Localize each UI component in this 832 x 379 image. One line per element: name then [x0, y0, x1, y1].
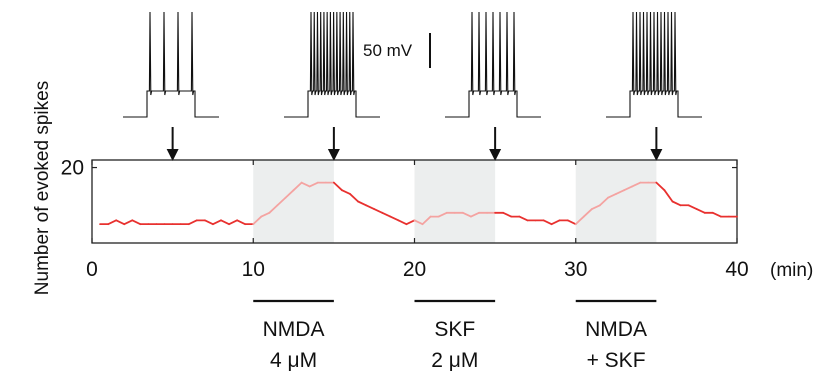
- data-line-segment: [590, 204, 601, 210]
- data-line-segment: [711, 211, 722, 218]
- data-line-segment: [292, 181, 303, 192]
- data-line-segment: [542, 219, 553, 226]
- arrow-head-icon: [489, 149, 502, 161]
- x-tick-label: 30: [564, 258, 587, 281]
- data-line-segment: [623, 185, 634, 192]
- y-tick-labels: 20: [61, 157, 84, 180]
- data-line-segment: [615, 189, 626, 195]
- data-line-segment: [550, 219, 561, 226]
- data-line-segment: [695, 208, 706, 214]
- data-line-segment: [228, 219, 239, 226]
- voltage-trace-3: [445, 11, 541, 118]
- data-line-segment: [252, 215, 263, 226]
- data-line-segment: [389, 215, 400, 222]
- x-axis-unit-label: (min): [770, 260, 813, 281]
- data-line-segment: [300, 181, 311, 188]
- data-line-segment: [365, 204, 376, 210]
- voltage-trace-insets: [123, 11, 702, 118]
- data-line-segment: [421, 215, 432, 226]
- data-line-segment: [187, 219, 198, 226]
- data-line-segment: [357, 200, 368, 207]
- data-line-segment: [470, 211, 480, 218]
- data-line-segment: [220, 219, 230, 226]
- y-tick-label: 20: [61, 157, 84, 180]
- treatment-label-line2: + SKF: [587, 349, 646, 372]
- data-line-segment: [405, 219, 416, 226]
- plot-area: [91, 159, 738, 244]
- arrows: [166, 127, 663, 161]
- data-line-segment: [349, 193, 359, 203]
- data-line-segment: [607, 193, 617, 199]
- arrow-head-icon: [166, 149, 179, 161]
- data-line-segment: [131, 219, 142, 226]
- data-line-segment: [203, 219, 214, 226]
- shaded-region-2: [575, 160, 657, 243]
- shaded-region-0: [253, 160, 334, 243]
- data-line-segment: [308, 181, 319, 188]
- data-line-segment: [655, 181, 666, 192]
- voltage-trace-1: [123, 11, 219, 118]
- shaded-region-1: [414, 160, 496, 243]
- x-tick-label: 40: [725, 258, 748, 281]
- data-line-segment: [566, 219, 577, 226]
- data-line-segment: [107, 219, 118, 226]
- data-line-segment: [502, 211, 513, 218]
- treatment-label-line2: 2 μM: [431, 349, 478, 372]
- data-line-segment: [260, 211, 271, 218]
- data-line-segment: [381, 211, 392, 218]
- x-tick-labels: 0 10 20 30 40: [86, 258, 749, 281]
- data-line-segment: [599, 196, 609, 207]
- data-line-segment: [413, 219, 424, 226]
- arrow-head-icon: [327, 149, 340, 161]
- x-tick-label: 10: [242, 258, 265, 281]
- x-tick-label: 20: [403, 258, 426, 281]
- arrow-head-icon: [650, 149, 663, 161]
- data-line-segment: [663, 189, 674, 203]
- scale-bar-label: 50 mV: [363, 41, 413, 60]
- y-axis-label: Number of evoked spikes: [32, 81, 53, 295]
- data-line-segment: [631, 181, 642, 188]
- data-line-segment: [373, 208, 384, 214]
- data-line-segment: [236, 219, 247, 226]
- data-line-segment: [276, 196, 287, 207]
- data-line-segment: [397, 219, 408, 226]
- voltage-trace-4: [606, 11, 702, 118]
- data-line-segment: [332, 181, 343, 192]
- treatment-label-line1: SKF: [434, 318, 475, 341]
- data-line-segment: [268, 204, 279, 214]
- data-line-segment: [341, 189, 351, 195]
- treatment-label-line1: NMDA: [263, 318, 325, 341]
- treatment-label-line2: 4 μM: [270, 349, 317, 372]
- data-line-segment: [437, 211, 448, 218]
- data-line-segment: [212, 219, 222, 226]
- data-line-segment: [582, 208, 593, 218]
- data-line-segment: [574, 215, 585, 226]
- data-line-segment: [284, 189, 295, 199]
- data-line-segment: [671, 200, 682, 207]
- data-line-segment: [461, 211, 472, 218]
- scale-bar: 50 mV: [363, 33, 431, 68]
- data-line-segment: [115, 219, 126, 226]
- treatment-bars: NMDA 4 μM SKF 2 μM NMDA + SKF: [253, 299, 657, 372]
- treatment-label-line1: NMDA: [585, 318, 647, 341]
- data-line-segment: [518, 215, 529, 222]
- voltage-trace-2: [284, 11, 380, 118]
- data-line-segment: [123, 219, 134, 226]
- x-tick-label: 0: [86, 258, 98, 281]
- data-line-segment: [687, 204, 698, 210]
